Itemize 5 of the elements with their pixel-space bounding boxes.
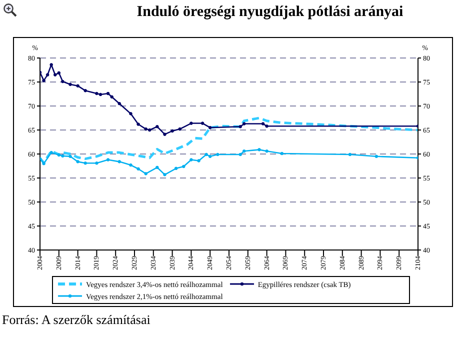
line-series [40, 116, 418, 164]
line-series [40, 63, 418, 136]
text: Forrás: A szerzők számításai [2, 312, 150, 328]
chart-title: Induló öregségi nyugdíjak pótlási arányai [136, 4, 404, 21]
line-series [40, 148, 418, 176]
